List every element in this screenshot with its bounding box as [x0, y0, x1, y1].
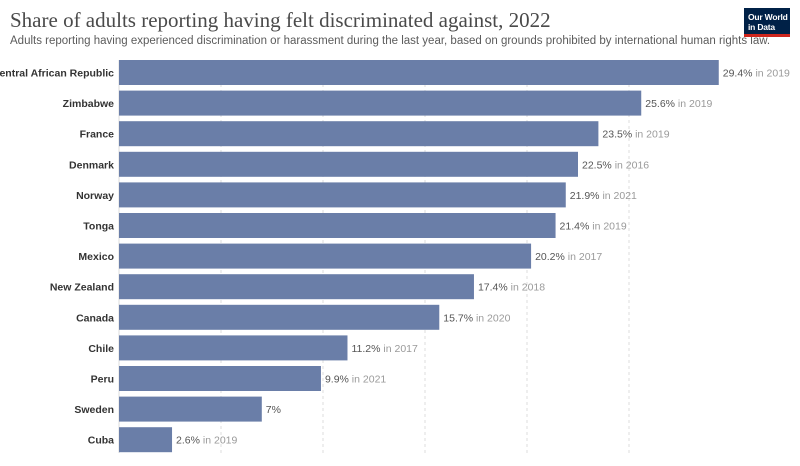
value-label: 25.6% in 2019	[645, 98, 712, 110]
owid-logo[interactable]: Our World in Data	[744, 8, 790, 37]
category-label: New Zealand	[50, 282, 114, 294]
bar[interactable]	[119, 151, 578, 177]
value-label: 15.7% in 2020	[443, 312, 510, 324]
category-label: Peru	[91, 374, 114, 386]
bar[interactable]	[119, 121, 599, 147]
bar[interactable]	[119, 243, 532, 269]
value-label: 22.5% in 2016	[582, 159, 649, 171]
value-label: 29.4% in 2019	[723, 68, 790, 80]
category-label: Denmark	[69, 159, 114, 171]
category-label: Cuba	[88, 435, 114, 447]
value-label: 21.9% in 2021	[570, 190, 637, 202]
category-label: Canada	[76, 312, 114, 324]
bar[interactable]	[119, 427, 173, 453]
bar[interactable]	[119, 274, 474, 300]
bar[interactable]	[119, 335, 348, 361]
value-label: 11.2% in 2017	[351, 343, 418, 355]
bar[interactable]	[119, 396, 262, 422]
value-label: 23.5% in 2019	[602, 129, 669, 141]
chart-subtitle: Adults reporting having experienced disc…	[10, 35, 771, 47]
bar[interactable]	[119, 213, 556, 238]
value-label: 7%	[266, 404, 281, 416]
category-label: Chile	[88, 343, 114, 355]
chart-title: Share of adults reporting having felt di…	[10, 8, 551, 32]
bar[interactable]	[119, 304, 440, 330]
value-label: 9.9% in 2021	[325, 374, 386, 386]
bar[interactable]	[119, 366, 321, 391]
bar[interactable]	[119, 182, 566, 208]
category-label: Central African Republic	[0, 68, 114, 80]
logo-line-2: in Data	[748, 22, 775, 32]
value-label: 21.4% in 2019	[560, 221, 627, 233]
logo-line-1: Our World	[748, 12, 788, 22]
category-label: France	[80, 129, 115, 141]
category-label: Norway	[76, 190, 114, 202]
category-label: Mexico	[78, 251, 114, 263]
value-label: 2.6% in 2019	[176, 435, 237, 447]
value-label: 20.2% in 2017	[535, 251, 602, 263]
category-label: Zimbabwe	[63, 98, 115, 110]
category-label: Sweden	[74, 404, 114, 416]
category-label: Tonga	[83, 221, 114, 233]
bar[interactable]	[119, 90, 642, 116]
value-label: 17.4% in 2018	[478, 282, 545, 294]
bar[interactable]	[119, 60, 719, 85]
